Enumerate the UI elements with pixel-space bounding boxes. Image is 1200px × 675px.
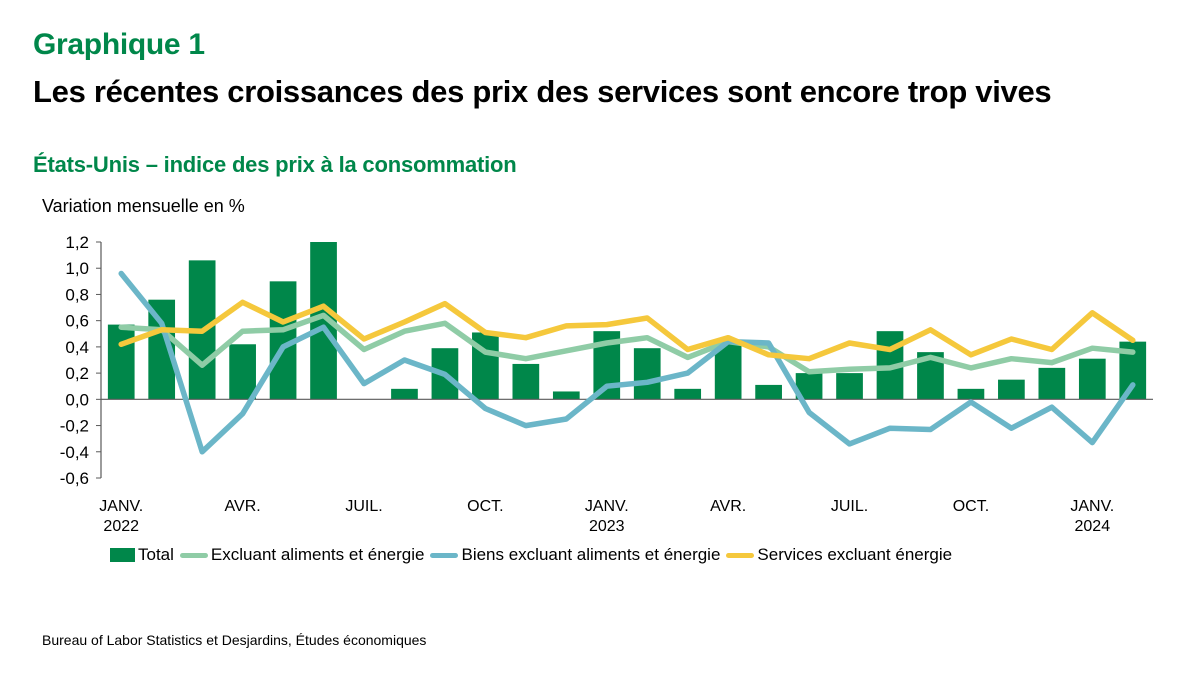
legend-label-goods: Biens excluant aliments et énergie [461, 545, 721, 564]
line-series-goods [118, 270, 1136, 455]
legend-swatch-total [110, 548, 135, 562]
legend-item-core: Excluant aliments et énergie [179, 545, 425, 565]
bar-total-2023-10 [957, 388, 985, 400]
legend-label-services: Services excluant énergie [757, 545, 953, 564]
bar-total-2023-07 [836, 373, 863, 400]
y-axis-ticks: -0,6 -0,4 -0,2 0,0 0,2 0,4 0,6 0,8 1,0 1,2 [60, 233, 101, 488]
legend-swatch-services [726, 552, 755, 558]
chart-kicker: Graphique 1 [33, 28, 205, 61]
legend-swatch-core [179, 552, 208, 558]
y-tick-label: -0,2 [60, 417, 89, 436]
bar-total-2022-01 [107, 324, 135, 400]
source-note: Bureau of Labor Statistics et Desjardins… [42, 632, 427, 648]
x-tick-label: JUIL. [345, 498, 382, 515]
line-series-services [118, 299, 1136, 362]
bar-total-2024-01 [1078, 358, 1106, 400]
x-tick-label: OCT. [953, 498, 989, 515]
legend-item-total: Total [110, 545, 174, 565]
legend-swatch-goods [430, 552, 459, 558]
y-tick-label: 1,2 [65, 233, 89, 252]
legend-item-services: Services excluant énergie [726, 545, 952, 565]
y-tick-label: 0,6 [65, 312, 89, 331]
bar-total-2022-12 [552, 391, 580, 400]
chart-subtitle: États-Unis – indice des prix à la consom… [33, 152, 517, 177]
x-tick-year-label: 2024 [1075, 518, 1111, 535]
bar-total-2023-05 [755, 384, 782, 400]
bar-total-2023-03 [674, 388, 702, 400]
line-series-core [118, 312, 1136, 375]
legend-item-goods: Biens excluant aliments et énergie [430, 545, 720, 565]
bar-total-2023-11 [998, 379, 1025, 400]
y-tick-label: -0,4 [60, 443, 89, 462]
y-tick-label: -0,6 [60, 469, 89, 488]
legend: Total Excluant aliments et énergie Biens… [0, 545, 1200, 565]
y-tick-label: 0,0 [65, 390, 89, 409]
bar-total-2023-02 [633, 348, 661, 400]
legend-label-core: Excluant aliments et énergie [210, 545, 425, 564]
bar-total-2022-04 [229, 344, 256, 400]
y-axis-unit-label: Variation mensuelle en % [42, 196, 245, 216]
bar-total-2022-11 [512, 363, 540, 400]
x-tick-label: JUIL. [831, 498, 868, 515]
y-tick-label: 0,8 [65, 285, 89, 304]
x-tick-label: AVR. [710, 498, 746, 515]
legend-label-total: Total [138, 545, 174, 564]
y-tick-label: 0,2 [65, 364, 89, 383]
x-tick-label: JANV. [1070, 498, 1114, 515]
x-tick-label: JANV. [585, 498, 629, 515]
axes [100, 242, 1153, 478]
x-tick-year-label: 2022 [103, 518, 139, 535]
x-tick-label: AVR. [225, 498, 261, 515]
y-tick-label: 1,0 [65, 259, 89, 278]
y-tick-label: 0,4 [65, 338, 89, 357]
x-tick-year-label: 2023 [589, 518, 625, 535]
x-tick-label: JANV. [99, 498, 143, 515]
line-series-group [118, 270, 1136, 455]
chart-title: Les récentes croissances des prix des se… [33, 74, 1052, 109]
bar-total-2023-12 [1038, 367, 1066, 400]
x-tick-label: OCT. [467, 498, 503, 515]
x-axis-ticks: JANV. 2022 AVR. JUIL. OCT. JANV. 2023 AVR. JUIL.… [99, 498, 1114, 535]
bar-total-2022-08 [391, 388, 418, 400]
